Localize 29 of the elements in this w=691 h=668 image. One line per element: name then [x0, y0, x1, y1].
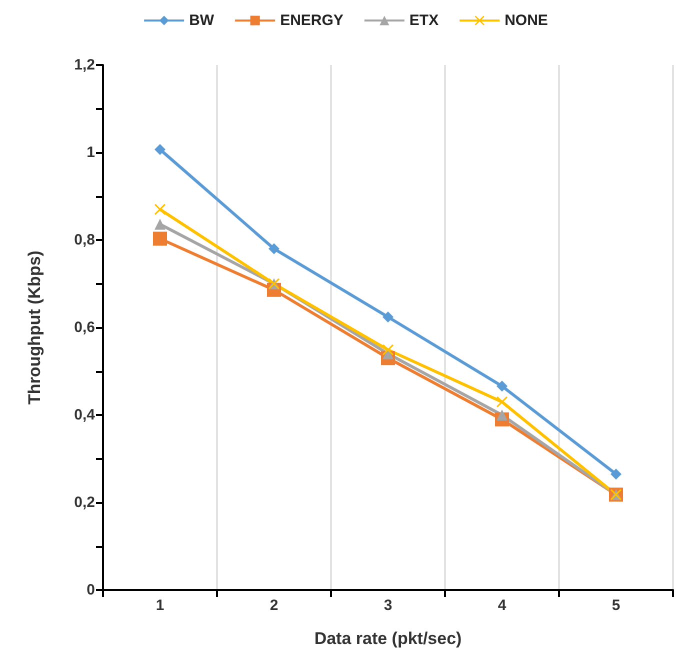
legend-label: ENERGY — [280, 12, 344, 29]
legend-label: BW — [189, 12, 215, 29]
point — [496, 380, 508, 392]
y-tick-label: 0,2 — [74, 494, 95, 511]
x-axis-title: Data rate (pkt/sec) — [314, 629, 462, 648]
point — [610, 468, 622, 480]
point — [382, 348, 394, 360]
y-tick-label: 1 — [86, 144, 95, 161]
x-tick-label: 1 — [156, 597, 164, 614]
point — [154, 204, 166, 215]
legend-label: ETX — [409, 12, 439, 29]
point — [382, 344, 394, 356]
x-tick-label: 4 — [498, 597, 507, 614]
point — [154, 218, 166, 230]
y-tick-label: 0,6 — [74, 319, 95, 336]
y-axis-title: Throughput (Kbps) — [25, 250, 44, 404]
y-tick-label: 1,2 — [74, 56, 95, 74]
x-tick-label: 5 — [612, 597, 620, 614]
y-tick-label: 0,4 — [74, 406, 96, 424]
point — [382, 312, 394, 322]
y-tick-label: 0 — [86, 582, 95, 598]
legend-label: NONE — [504, 12, 548, 29]
x-tick-label: 3 — [384, 597, 392, 614]
y-tick-label: 0,8 — [74, 232, 95, 248]
point — [268, 243, 280, 254]
point — [496, 396, 508, 408]
point — [153, 232, 167, 246]
x-tick-label: 2 — [270, 597, 278, 614]
point — [154, 144, 166, 155]
